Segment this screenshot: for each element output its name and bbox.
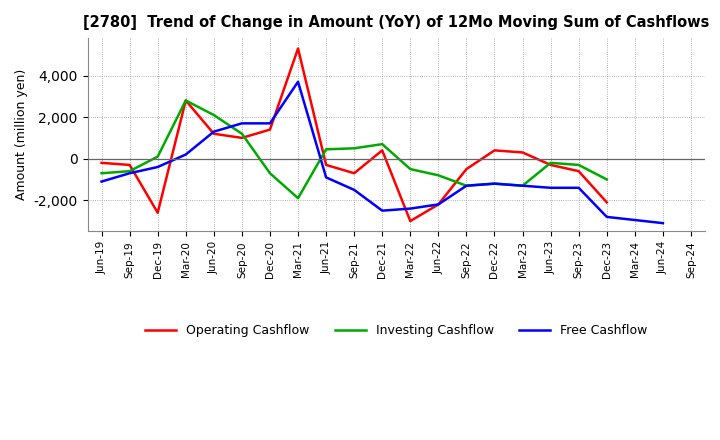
Free Cashflow [406, 206, 415, 211]
Operating Cashflow [322, 162, 330, 168]
Free Cashflow [294, 79, 302, 84]
Investing Cashflow [406, 166, 415, 172]
Investing Cashflow [575, 162, 583, 168]
Investing Cashflow [153, 154, 162, 159]
Free Cashflow [462, 183, 471, 188]
Investing Cashflow [181, 98, 190, 103]
Operating Cashflow [406, 218, 415, 224]
Investing Cashflow [294, 195, 302, 201]
Line: Investing Cashflow: Investing Cashflow [102, 100, 607, 198]
Investing Cashflow [350, 146, 359, 151]
Free Cashflow [238, 121, 246, 126]
Free Cashflow [659, 220, 667, 226]
Investing Cashflow [322, 147, 330, 152]
Investing Cashflow [125, 169, 134, 174]
Free Cashflow [322, 175, 330, 180]
Free Cashflow [125, 171, 134, 176]
Investing Cashflow [490, 181, 499, 186]
Operating Cashflow [434, 202, 443, 207]
Title: [2780]  Trend of Change in Amount (YoY) of 12Mo Moving Sum of Cashflows: [2780] Trend of Change in Amount (YoY) o… [83, 15, 709, 30]
Operating Cashflow [97, 160, 106, 165]
Free Cashflow [97, 179, 106, 184]
Investing Cashflow [238, 131, 246, 136]
Operating Cashflow [603, 200, 611, 205]
Investing Cashflow [546, 160, 555, 165]
Free Cashflow [378, 208, 387, 213]
Operating Cashflow [181, 98, 190, 103]
Operating Cashflow [518, 150, 527, 155]
Operating Cashflow [125, 162, 134, 168]
Free Cashflow [490, 181, 499, 186]
Free Cashflow [434, 202, 443, 207]
Free Cashflow [181, 152, 190, 157]
Legend: Operating Cashflow, Investing Cashflow, Free Cashflow: Operating Cashflow, Investing Cashflow, … [140, 319, 652, 342]
Operating Cashflow [575, 169, 583, 174]
Operating Cashflow [490, 148, 499, 153]
Y-axis label: Amount (million yen): Amount (million yen) [15, 69, 28, 200]
Free Cashflow [546, 185, 555, 191]
Operating Cashflow [378, 148, 387, 153]
Operating Cashflow [266, 127, 274, 132]
Free Cashflow [575, 185, 583, 191]
Free Cashflow [350, 187, 359, 193]
Operating Cashflow [462, 166, 471, 172]
Free Cashflow [266, 121, 274, 126]
Investing Cashflow [518, 183, 527, 188]
Investing Cashflow [378, 142, 387, 147]
Line: Operating Cashflow: Operating Cashflow [102, 48, 607, 221]
Investing Cashflow [266, 171, 274, 176]
Operating Cashflow [210, 131, 218, 136]
Investing Cashflow [434, 172, 443, 178]
Operating Cashflow [153, 210, 162, 216]
Line: Free Cashflow: Free Cashflow [102, 82, 663, 223]
Free Cashflow [210, 129, 218, 134]
Investing Cashflow [603, 177, 611, 182]
Operating Cashflow [294, 46, 302, 51]
Operating Cashflow [350, 171, 359, 176]
Free Cashflow [518, 183, 527, 188]
Investing Cashflow [462, 183, 471, 188]
Free Cashflow [153, 165, 162, 170]
Operating Cashflow [238, 135, 246, 140]
Operating Cashflow [546, 162, 555, 168]
Investing Cashflow [97, 171, 106, 176]
Investing Cashflow [210, 112, 218, 117]
Free Cashflow [603, 214, 611, 220]
